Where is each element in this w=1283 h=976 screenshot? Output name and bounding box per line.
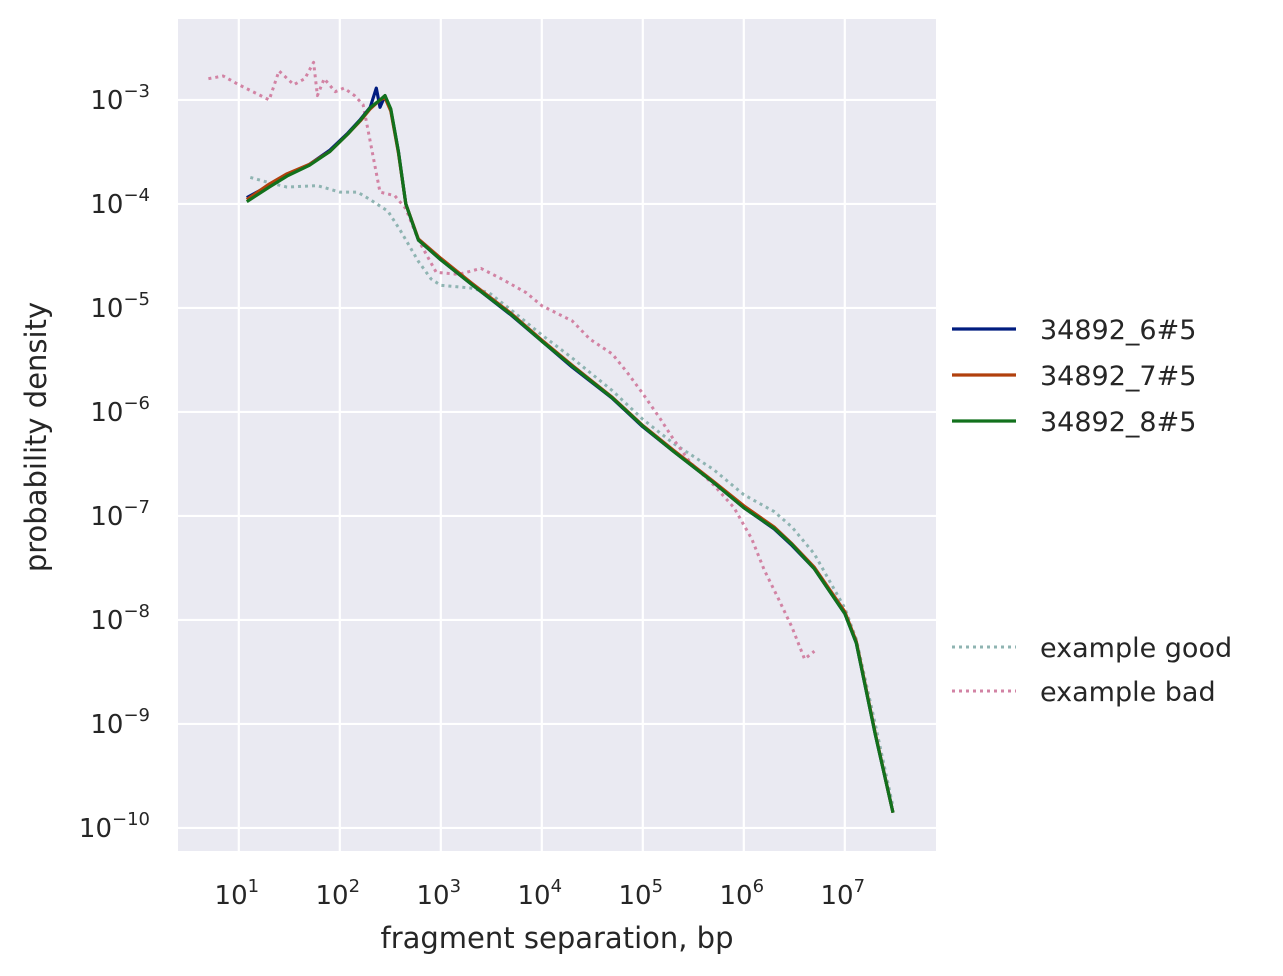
plot-area	[178, 19, 936, 851]
legend-label: example good	[1040, 633, 1232, 664]
series-line-34892-8-5	[245, 94, 895, 814]
x-tick-label: 103	[417, 876, 462, 911]
y-tick-label: 10−10	[79, 809, 150, 844]
series-layer	[208, 60, 895, 814]
series-line-example-good	[249, 175, 895, 808]
x-tick-label: 101	[215, 876, 260, 911]
y-tick-label: 10−8	[90, 601, 150, 636]
y-tick-label: 10−3	[90, 81, 150, 116]
x-axis-label: fragment separation, bp	[381, 921, 734, 955]
legend-label: 34892_6#5	[1040, 315, 1196, 346]
x-tick-label: 104	[518, 876, 563, 911]
y-tick-label: 10−9	[90, 705, 150, 740]
y-axis-label: probability density	[19, 302, 53, 572]
x-tick-labels: 101 102 103 104 105 106 107	[215, 876, 866, 911]
legend-label: 34892_8#5	[1040, 407, 1196, 438]
legend-label: 34892_7#5	[1040, 361, 1196, 392]
y-tick-labels: 10−3 10−4 10−5 10−6 10−7 10−8 10−9 10−10	[79, 81, 150, 844]
legend-label: example bad	[1040, 677, 1216, 708]
x-tick-label: 107	[821, 876, 866, 911]
x-tick-label: 105	[619, 876, 664, 911]
y-tick-label: 10−4	[90, 185, 150, 220]
grid	[178, 19, 936, 851]
x-tick-label: 102	[316, 876, 361, 911]
series-line-example-bad	[208, 60, 816, 661]
y-tick-label: 10−6	[90, 393, 150, 428]
x-tick-label: 106	[720, 876, 765, 911]
y-tick-label: 10−7	[90, 497, 150, 532]
y-tick-label: 10−5	[90, 289, 150, 324]
